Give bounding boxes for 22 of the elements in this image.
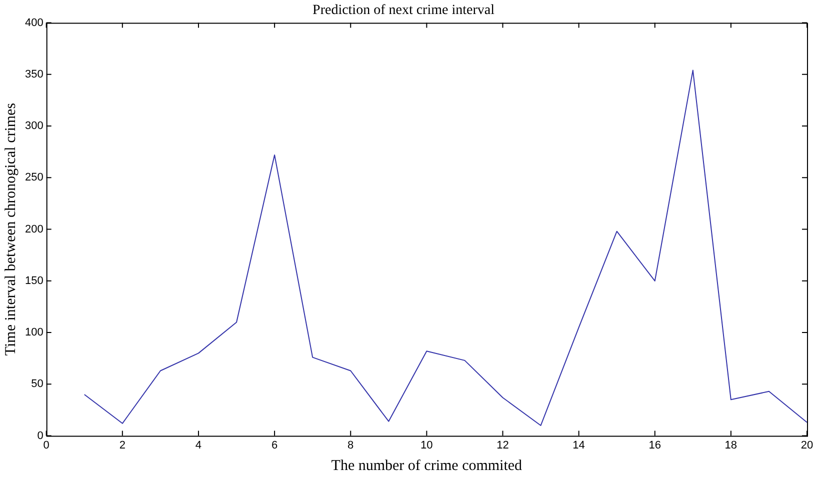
- x-tick-label: 2: [119, 439, 126, 452]
- y-tick-label: 300: [24, 120, 44, 132]
- x-tick-label: 8: [348, 439, 354, 452]
- y-axis-title: Time interval between chronogical crimes: [2, 102, 19, 356]
- chart-title: Prediction of next crime interval: [312, 3, 495, 18]
- x-tick-label: 10: [420, 439, 433, 452]
- y-tick-label: 0: [37, 430, 44, 442]
- y-tick-label: 200: [24, 223, 44, 236]
- y-tick-label: 350: [24, 68, 44, 80]
- x-tick-label: 6: [271, 439, 278, 452]
- y-tick-label: 50: [31, 378, 44, 390]
- y-tick-label: 400: [24, 16, 44, 29]
- x-tick-label: 16: [648, 439, 661, 452]
- x-tick-label: 14: [572, 439, 585, 452]
- y-tick-label: 150: [24, 274, 44, 287]
- y-tick-label: 100: [24, 326, 44, 339]
- x-axis-title: The number of crime commited: [331, 458, 523, 474]
- x-tick-label: 12: [496, 439, 509, 452]
- y-tick-label: 250: [24, 172, 44, 184]
- x-tick-label: 18: [724, 439, 738, 452]
- x-tick-label: 4: [195, 439, 202, 452]
- x-tick-label: 20: [800, 439, 814, 452]
